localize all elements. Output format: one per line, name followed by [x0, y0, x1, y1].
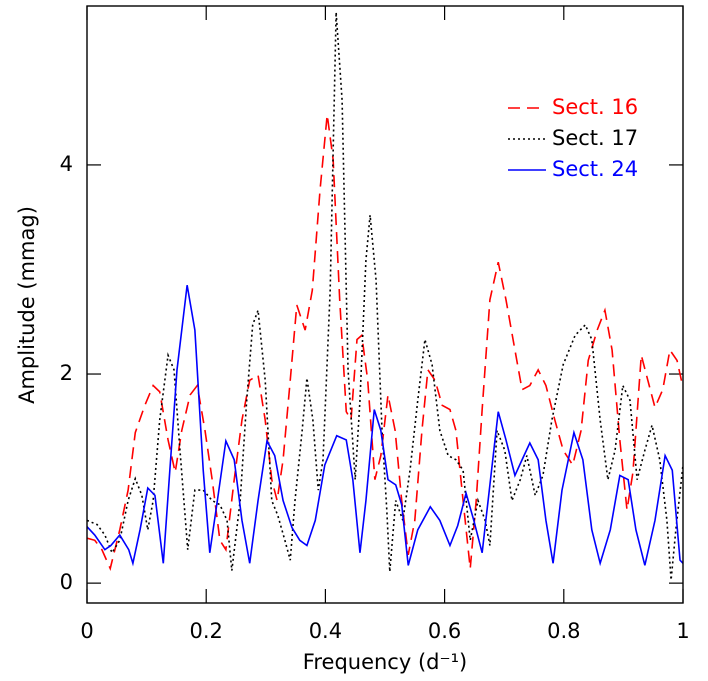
- x-tick-label: 0.6: [428, 619, 461, 643]
- series-line: [87, 12, 683, 581]
- legend-label: Sect. 17: [552, 126, 638, 150]
- series-line: [87, 285, 683, 567]
- x-tick-label: 1: [676, 619, 689, 643]
- x-tick-label: 0.8: [547, 619, 580, 643]
- series-line: [87, 114, 683, 571]
- plot-frame: [86, 5, 684, 604]
- legend-label: Sect. 16: [552, 95, 638, 119]
- y-tick-label: 2: [60, 361, 73, 385]
- x-tick-label: 0: [80, 619, 93, 643]
- x-tick-label: 0.4: [309, 619, 342, 643]
- y-axis-label: Amplitude (mmag): [15, 206, 39, 404]
- x-axis-label: Frequency (d⁻¹): [303, 650, 467, 674]
- y-tick-label: 4: [60, 152, 73, 176]
- legend-label: Sect. 24: [552, 157, 638, 181]
- y-tick-label: 0: [60, 570, 73, 594]
- x-tick-label: 0.2: [189, 619, 222, 643]
